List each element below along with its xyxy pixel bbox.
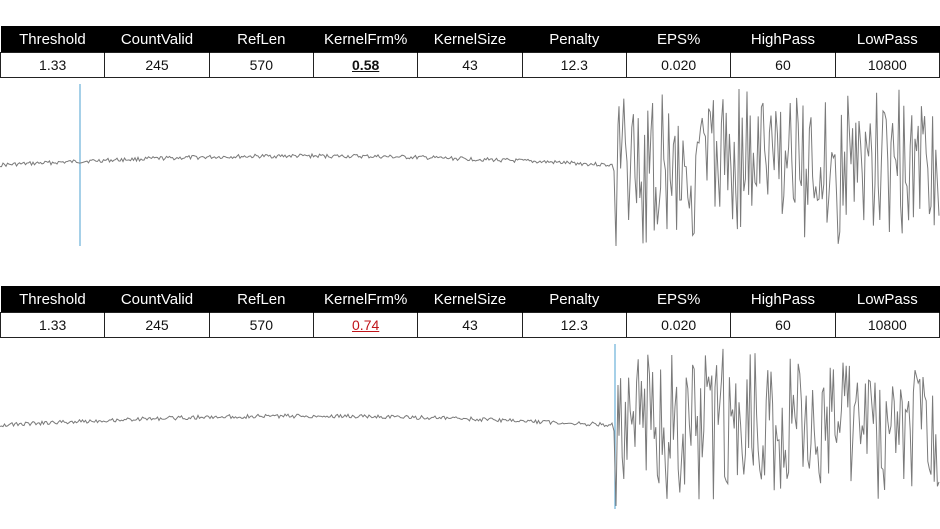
header-countvalid: CountValid	[104, 26, 210, 53]
header-kernelfrm: KernelFrm%	[313, 26, 419, 53]
value-lowpass: 10800	[834, 52, 940, 78]
value-penalty: 12.3	[521, 52, 627, 78]
waveform-plot[interactable]	[0, 84, 940, 249]
value-reflen: 570	[208, 312, 314, 338]
value-countvalid: 245	[104, 52, 210, 78]
kernelfrm-link[interactable]: 0.74	[352, 317, 380, 333]
header-reflen: RefLen	[209, 26, 314, 53]
value-highpass: 60	[730, 52, 836, 78]
header-penalty: Penalty	[522, 26, 627, 53]
header-row: Threshold CountValid RefLen KernelFrm% K…	[0, 286, 940, 313]
header-eps: EPS%	[626, 286, 732, 313]
value-row: 1.33 245 570 0.58 43 12.3 0.020 60 10800	[0, 52, 940, 78]
header-reflen: RefLen	[209, 286, 314, 313]
value-reflen: 570	[208, 52, 314, 78]
value-penalty: 12.3	[521, 312, 627, 338]
parameter-panel-2: Threshold CountValid RefLen KernelFrm% K…	[0, 286, 940, 509]
value-kernelfrm[interactable]: 0.74	[312, 312, 419, 338]
waveform-trace	[0, 88, 940, 247]
header-threshold: Threshold	[0, 286, 106, 313]
header-penalty: Penalty	[522, 286, 627, 313]
header-highpass: HighPass	[730, 286, 836, 313]
header-threshold: Threshold	[0, 26, 106, 53]
parameter-panel-1: Threshold CountValid RefLen KernelFrm% K…	[0, 26, 940, 249]
value-lowpass: 10800	[834, 312, 940, 338]
value-eps: 0.020	[625, 312, 732, 338]
value-eps: 0.020	[625, 52, 732, 78]
header-kernelsize: KernelSize	[417, 26, 523, 53]
header-highpass: HighPass	[730, 26, 836, 53]
value-threshold: 1.33	[0, 312, 106, 338]
header-kernelsize: KernelSize	[417, 286, 523, 313]
header-lowpass: LowPass	[835, 286, 940, 313]
waveform-plot[interactable]	[0, 344, 940, 509]
header-countvalid: CountValid	[104, 286, 210, 313]
value-kernelsize: 43	[417, 52, 523, 78]
header-eps: EPS%	[626, 26, 732, 53]
value-countvalid: 245	[104, 312, 210, 338]
waveform-trace	[0, 348, 940, 507]
header-row: Threshold CountValid RefLen KernelFrm% K…	[0, 26, 940, 53]
header-lowpass: LowPass	[835, 26, 940, 53]
value-kernelsize: 43	[417, 312, 523, 338]
value-threshold: 1.33	[0, 52, 106, 78]
parameter-table: Threshold CountValid RefLen KernelFrm% K…	[0, 286, 940, 338]
value-row: 1.33 245 570 0.74 43 12.3 0.020 60 10800	[0, 312, 940, 338]
kernelfrm-link[interactable]: 0.58	[352, 57, 380, 73]
value-kernelfrm[interactable]: 0.58	[312, 52, 419, 78]
header-kernelfrm: KernelFrm%	[313, 286, 419, 313]
parameter-table: Threshold CountValid RefLen KernelFrm% K…	[0, 26, 940, 78]
value-highpass: 60	[730, 312, 836, 338]
